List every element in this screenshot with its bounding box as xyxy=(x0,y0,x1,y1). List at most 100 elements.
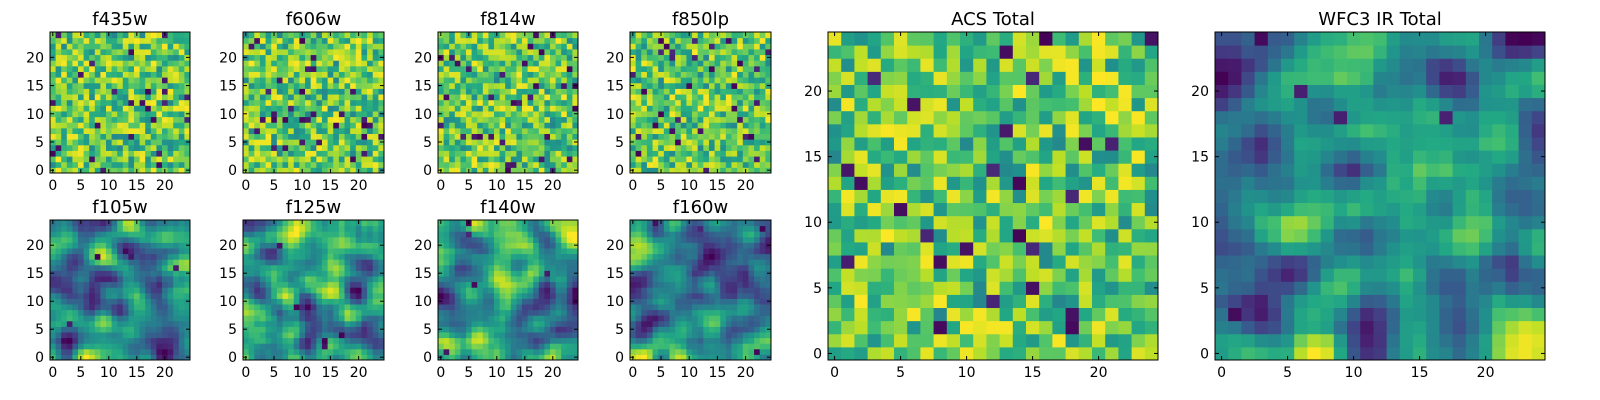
heatmap-cell xyxy=(321,343,329,350)
heatmap-cell xyxy=(156,88,163,95)
heatmap-cell xyxy=(443,253,450,260)
heatmap-cell xyxy=(466,287,473,294)
heatmap-cell xyxy=(128,231,135,238)
heatmap-cell xyxy=(550,127,557,135)
heatmap-cell xyxy=(494,48,501,56)
heatmap-cell xyxy=(471,253,478,260)
heatmap-cell xyxy=(271,156,278,163)
heatmap-cell xyxy=(94,88,101,95)
heatmap-cell xyxy=(737,309,744,316)
heatmap-cell xyxy=(321,127,329,135)
heatmap-cell xyxy=(510,43,517,50)
heatmap-cell xyxy=(566,88,573,95)
heatmap-cell xyxy=(293,287,300,294)
heatmap-cell xyxy=(527,82,534,89)
heatmap-cell xyxy=(754,122,761,129)
heatmap-cell xyxy=(72,298,79,305)
heatmap-cell xyxy=(538,99,545,106)
heatmap-cell xyxy=(139,326,146,333)
heatmap-cell xyxy=(72,122,79,129)
heatmap-cell xyxy=(488,43,495,50)
heatmap-cell xyxy=(271,139,278,146)
heatmap-cell xyxy=(720,281,727,288)
heatmap-cell xyxy=(499,167,506,174)
heatmap-cell xyxy=(134,37,141,44)
heatmap-cell xyxy=(731,110,738,118)
heatmap-cell xyxy=(299,320,306,327)
heatmap-cell xyxy=(438,127,445,135)
heatmap-cell xyxy=(265,32,272,39)
heatmap-cell xyxy=(145,259,152,266)
heatmap-cell xyxy=(243,150,250,157)
heatmap-cell xyxy=(259,94,267,101)
heatmap-cell xyxy=(78,150,85,157)
heatmap-cell xyxy=(162,281,169,288)
heatmap-cell xyxy=(527,43,534,50)
heatmap-cell xyxy=(282,354,289,361)
heatmap-cell xyxy=(367,82,374,89)
heatmap-cell xyxy=(646,32,654,39)
heatmap-cell xyxy=(372,37,379,44)
heatmap-cell xyxy=(156,54,163,61)
heatmap-cell xyxy=(50,105,57,112)
heatmap-cell xyxy=(243,231,250,238)
heatmap-cell xyxy=(55,88,62,95)
heatmap-cell xyxy=(145,287,152,294)
heatmap-cell xyxy=(344,304,351,311)
heatmap-cell xyxy=(499,231,506,238)
heatmap-cell xyxy=(338,144,346,151)
heatmap-cell xyxy=(544,332,551,339)
heatmap-cell xyxy=(333,60,340,67)
heatmap-cell xyxy=(72,110,79,118)
heatmap-cell xyxy=(663,54,670,61)
heatmap-cell xyxy=(488,32,495,39)
heatmap-cell xyxy=(122,127,129,135)
heatmap-cell xyxy=(156,348,163,355)
heatmap-cell xyxy=(167,320,174,327)
heatmap-cell xyxy=(173,60,180,67)
heatmap-cell xyxy=(566,315,573,322)
heatmap-cell xyxy=(443,354,450,361)
heatmap-cell xyxy=(471,242,478,249)
heatmap-cell xyxy=(150,309,157,316)
heatmap-cell xyxy=(350,88,357,95)
axes-frame xyxy=(49,219,191,361)
heatmap-cell xyxy=(675,276,682,283)
heatmap-cell xyxy=(265,48,272,56)
heatmap-cell xyxy=(692,116,699,123)
heatmap-cell xyxy=(550,242,557,249)
x-tick-label: 10 xyxy=(488,178,506,194)
heatmap-cell xyxy=(66,54,73,61)
heatmap-cell xyxy=(55,242,62,249)
heatmap-cell xyxy=(78,270,85,277)
heatmap-cell xyxy=(566,167,573,174)
heatmap-cell xyxy=(658,99,665,106)
heatmap-cell xyxy=(449,281,456,288)
heatmap-cell xyxy=(61,348,68,355)
heatmap-cell xyxy=(708,298,716,305)
heatmap-cell xyxy=(669,60,676,67)
heatmap-cell xyxy=(550,122,557,129)
heatmap-cell xyxy=(566,242,573,249)
heatmap-cell xyxy=(477,248,484,255)
heatmap-cell xyxy=(178,99,185,106)
heatmap-cell xyxy=(555,242,562,249)
heatmap-cell xyxy=(378,32,385,39)
heatmap-cell xyxy=(652,71,659,78)
heatmap-cell xyxy=(293,354,300,361)
heatmap-cell xyxy=(505,71,512,78)
heatmap-cell xyxy=(288,259,295,266)
heatmap-cell xyxy=(321,315,329,322)
heatmap-cell xyxy=(505,354,512,361)
heatmap-cell xyxy=(50,309,57,316)
heatmap-cell xyxy=(494,43,501,50)
heatmap-cell xyxy=(477,242,484,249)
heatmap-cell xyxy=(708,99,716,106)
heatmap-cell xyxy=(276,309,283,316)
heatmap-cell xyxy=(145,225,152,232)
heatmap-cell xyxy=(372,236,379,243)
heatmap-cell xyxy=(156,259,163,266)
heatmap-cell xyxy=(150,37,157,44)
heatmap-cell xyxy=(669,354,676,361)
heatmap-cell xyxy=(271,298,278,305)
